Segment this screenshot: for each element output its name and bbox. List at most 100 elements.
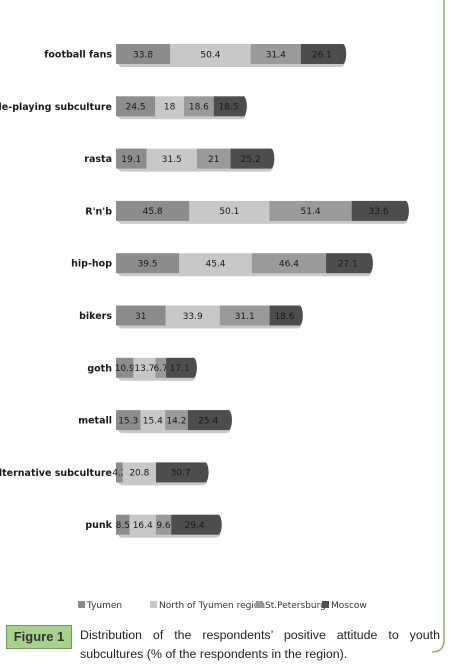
bar-rasta-north-of-tyumen-region [146,148,197,169]
data-label-r-n-b-st-petersburg: 51.4 [301,207,321,217]
bar-goth-moscow [166,357,194,378]
data-label-bikers-moscow: 18.6 [274,312,294,322]
legend-swatch-st-petersburg [256,601,263,608]
stacked-bar-chart: football fans 33.8 50.4 31.4 26.1 role-playin… [0,44,409,611]
bar-bikers-tyumen [116,305,166,326]
bar-bikers-st-petersburg [219,305,270,326]
data-label-r-n-b-moscow: 33.6 [369,207,389,217]
data-label-rasta-st-petersburg: 21 [208,155,219,165]
bar-football-fans-st-petersburg [250,44,301,64]
data-label-football-fans-st-petersburg: 31.4 [266,50,286,60]
bar-metall-moscow [187,410,229,431]
bar-hip-hop-moscow [326,253,370,274]
data-label-rasta-north-of-tyumen-region: 31.5 [162,155,182,165]
data-label-football-fans-moscow: 26.1 [312,50,332,60]
data-label-bikers-north-of-tyumen-region: 33.9 [183,312,203,322]
bar-end-cap [295,305,303,326]
legend-label-moscow: Moscow [331,601,367,611]
legend-label-tyumen: Tyumen [86,601,122,611]
figure-caption: Figure 1 Distribution of the respondents… [4,622,444,662]
legend-label-north-of-tyumen-region: North of Tyumen region [159,601,265,611]
category-label-football-fans: football fans [44,50,112,61]
caption-text: Distribution of the respondents’ positiv… [80,628,440,661]
bar-bikers-north-of-tyumen-region [165,305,220,326]
data-label-punk-tyumen: 8.5 [116,521,130,531]
data-label-bikers-st-petersburg: 31.1 [235,312,255,322]
bar-goth-st-petersburg [155,357,167,378]
data-label-metall-moscow: 25.4 [198,416,218,426]
bar-football-fans-moscow [300,44,343,64]
bar-alternative-subculture-moscow [156,462,206,483]
data-label-metall-tyumen: 15.3 [118,416,138,426]
chart-legend: Tyumen North of Tyumen region St.Petersbur… [78,601,367,611]
bar-punk-moscow [171,514,219,535]
data-label-football-fans-tyumen: 33.8 [133,50,153,60]
bar-r-n-b-moscow [351,200,406,221]
data-label-hip-hop-north-of-tyumen-region: 45.4 [205,260,225,270]
bar-punk-st-petersburg [155,514,172,535]
data-label-role-playing-subculture-st-petersburg: 18.6 [189,103,209,113]
category-label-bikers: bikers [79,311,112,322]
bar-football-fans-tyumen [116,44,171,64]
data-label-punk-st-petersburg: 9.6 [156,521,171,531]
legend-swatch-tyumen [78,601,85,608]
bar-role-playing-subculture-moscow [213,96,244,117]
bar-football-fans-north-of-tyumen-region [170,44,251,64]
bar-goth-tyumen [116,357,134,378]
data-label-hip-hop-st-petersburg: 46.4 [279,260,299,270]
data-label-metall-north-of-tyumen-region: 15.4 [143,416,163,426]
category-label-punk: punk [85,520,112,531]
category-label-r-n-b: R'n'b [85,206,112,217]
bar-rasta-tyumen [116,148,147,169]
data-label-rasta-tyumen: 19.1 [121,155,141,165]
legend-swatch-north-of-tyumen-region [150,601,157,608]
bar-end-cap [201,462,209,483]
bar-end-cap [401,200,409,221]
bar-end-cap [239,96,247,117]
bar-punk-north-of-tyumen-region [129,514,156,535]
bar-metall-st-petersburg [165,410,188,431]
category-label-metall: metall [78,416,112,427]
bar-end-cap [189,357,197,378]
bar-r-n-b-tyumen [116,200,190,221]
category-label-hip-hop: hip-hop [71,259,112,270]
bar-end-cap [365,253,373,274]
bar-end-cap [339,44,347,64]
data-label-alternative-subculture-tyumen: 4.2 [112,469,126,479]
legend-label-st-petersburg: St.Petersburg [265,601,326,611]
data-label-rasta-moscow: 25.2 [241,155,261,165]
data-label-goth-moscow: 17.1 [170,364,190,374]
bar-r-n-b-st-petersburg [269,200,352,221]
bar-punk-tyumen [116,514,130,535]
data-label-hip-hop-tyumen: 39.5 [138,260,158,270]
category-label-rasta: rasta [84,154,112,165]
bar-role-playing-subculture-tyumen [116,96,156,117]
category-label-role-playing-subculture: role-playing subculture [0,102,112,113]
data-label-goth-st-petersburg: 6.7 [154,364,168,374]
bar-end-cap [224,410,232,431]
bar-end-cap [267,148,275,169]
bar-hip-hop-tyumen [116,253,180,274]
bar-hip-hop-north-of-tyumen-region [179,253,252,274]
figure-label: Figure 1 [6,625,72,649]
bar-r-n-b-north-of-tyumen-region [189,200,270,221]
data-label-football-fans-north-of-tyumen-region: 50.4 [200,50,220,60]
data-label-alternative-subculture-moscow: 30.7 [171,469,191,479]
data-label-goth-north-of-tyumen-region: 13.7 [134,364,154,374]
data-label-alternative-subculture-north-of-tyumen-region: 20.8 [129,469,149,479]
data-label-r-n-b-north-of-tyumen-region: 50.1 [219,207,239,217]
bar-rasta-moscow [230,148,271,169]
bar-role-playing-subculture-north-of-tyumen-region [155,96,184,117]
bar-metall-north-of-tyumen-region [140,410,166,431]
data-label-role-playing-subculture-north-of-tyumen-region: 18 [164,103,176,113]
data-label-role-playing-subculture-tyumen: 24.5 [126,103,146,113]
data-label-hip-hop-moscow: 27.1 [338,260,358,270]
bar-alternative-subculture-north-of-tyumen-region [122,462,156,483]
data-label-punk-moscow: 29.4 [185,521,205,531]
bar-alternative-subculture-tyumen [116,462,123,483]
category-label-alternative-subculture: alternative subculture [0,468,112,479]
bar-end-cap [214,514,222,535]
category-label-goth: goth [87,363,112,374]
data-label-bikers-tyumen: 31 [135,312,146,322]
